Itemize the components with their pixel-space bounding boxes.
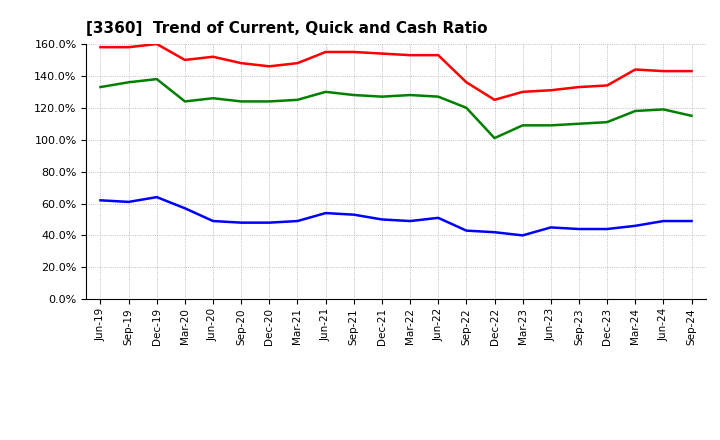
Current Ratio	[293, 60, 302, 66]
Cash Ratio	[434, 215, 443, 220]
Current Ratio	[125, 44, 133, 50]
Quick Ratio	[321, 89, 330, 95]
Current Ratio	[321, 49, 330, 55]
Current Ratio	[631, 67, 639, 72]
Current Ratio	[603, 83, 611, 88]
Line: Quick Ratio: Quick Ratio	[101, 79, 691, 138]
Quick Ratio	[631, 108, 639, 114]
Cash Ratio	[546, 225, 555, 230]
Cash Ratio	[687, 218, 696, 224]
Cash Ratio	[575, 226, 583, 231]
Quick Ratio	[96, 84, 105, 90]
Cash Ratio	[293, 218, 302, 224]
Quick Ratio	[406, 92, 415, 98]
Quick Ratio	[209, 95, 217, 101]
Quick Ratio	[153, 77, 161, 82]
Quick Ratio	[575, 121, 583, 126]
Current Ratio	[181, 57, 189, 62]
Quick Ratio	[603, 120, 611, 125]
Cash Ratio	[96, 198, 105, 203]
Current Ratio	[406, 52, 415, 58]
Quick Ratio	[659, 107, 667, 112]
Quick Ratio	[518, 123, 527, 128]
Cash Ratio	[406, 218, 415, 224]
Current Ratio	[434, 52, 443, 58]
Cash Ratio	[603, 226, 611, 231]
Quick Ratio	[434, 94, 443, 99]
Cash Ratio	[125, 199, 133, 205]
Current Ratio	[546, 88, 555, 93]
Cash Ratio	[462, 228, 471, 233]
Current Ratio	[96, 44, 105, 50]
Text: [3360]  Trend of Current, Quick and Cash Ratio: [3360] Trend of Current, Quick and Cash …	[86, 21, 488, 36]
Current Ratio	[462, 80, 471, 85]
Cash Ratio	[659, 218, 667, 224]
Quick Ratio	[125, 80, 133, 85]
Quick Ratio	[546, 123, 555, 128]
Quick Ratio	[687, 113, 696, 118]
Cash Ratio	[181, 205, 189, 211]
Quick Ratio	[265, 99, 274, 104]
Current Ratio	[659, 69, 667, 74]
Cash Ratio	[265, 220, 274, 225]
Current Ratio	[518, 89, 527, 95]
Cash Ratio	[518, 233, 527, 238]
Current Ratio	[687, 69, 696, 74]
Quick Ratio	[181, 99, 189, 104]
Quick Ratio	[293, 97, 302, 103]
Current Ratio	[153, 41, 161, 47]
Cash Ratio	[209, 218, 217, 224]
Current Ratio	[265, 64, 274, 69]
Quick Ratio	[490, 136, 499, 141]
Line: Current Ratio: Current Ratio	[101, 44, 691, 100]
Current Ratio	[490, 97, 499, 103]
Cash Ratio	[377, 217, 386, 222]
Quick Ratio	[462, 105, 471, 110]
Current Ratio	[377, 51, 386, 56]
Cash Ratio	[490, 230, 499, 235]
Cash Ratio	[321, 210, 330, 216]
Current Ratio	[575, 84, 583, 90]
Cash Ratio	[237, 220, 246, 225]
Current Ratio	[349, 49, 358, 55]
Line: Cash Ratio: Cash Ratio	[101, 197, 691, 235]
Current Ratio	[237, 60, 246, 66]
Cash Ratio	[349, 212, 358, 217]
Cash Ratio	[631, 223, 639, 228]
Quick Ratio	[237, 99, 246, 104]
Cash Ratio	[153, 194, 161, 200]
Current Ratio	[209, 54, 217, 59]
Quick Ratio	[377, 94, 386, 99]
Quick Ratio	[349, 92, 358, 98]
